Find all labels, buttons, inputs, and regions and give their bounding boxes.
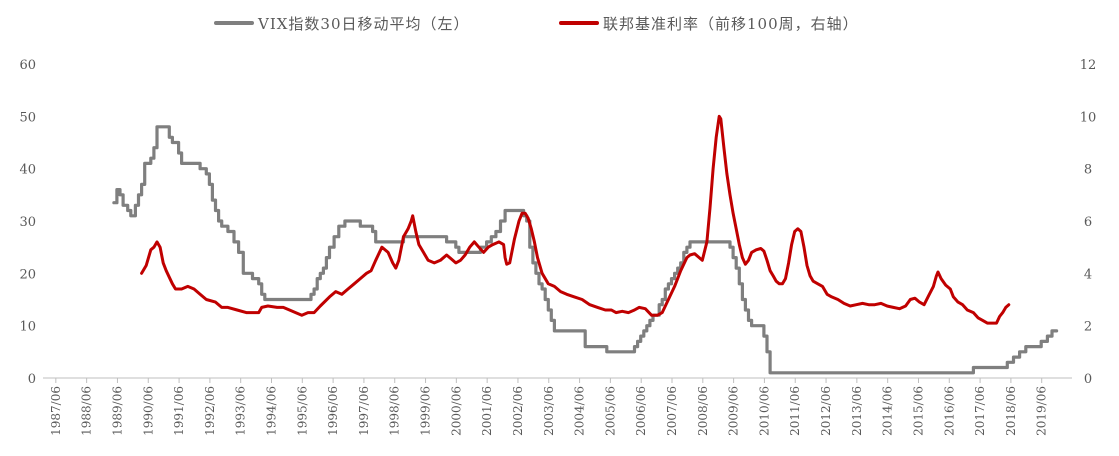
legend-swatch-vix: [214, 21, 254, 25]
x-tick-label: 2017/06: [973, 386, 987, 436]
x-tick-label: 1999/06: [419, 386, 433, 436]
y-right-tick-label: 4: [1084, 267, 1092, 282]
x-tick-label: 2000/06: [449, 386, 463, 436]
x-tick-label: 2003/06: [542, 386, 556, 436]
x-tick-label: 1990/06: [141, 386, 155, 436]
x-tick-label: 2019/06: [1035, 386, 1049, 436]
x-tick-label: 1988/06: [80, 386, 94, 436]
x-tick-label: 2010/06: [757, 386, 771, 436]
legend-item-vix: VIX指数30日移动平均（左）: [214, 10, 470, 36]
x-tick-label: 2005/06: [603, 386, 617, 436]
x-tick-label: 2008/06: [696, 386, 710, 436]
legend-item-fed-rate: 联邦基准利率（前移100周，右轴）: [559, 10, 859, 36]
legend-label-fed-rate: 联邦基准利率（前移100周，右轴）: [603, 14, 859, 33]
y-right-tick-label: 8: [1084, 163, 1092, 178]
x-tick-label: 2004/06: [573, 386, 587, 436]
x-tick-label: 1992/06: [203, 386, 217, 436]
x-tick-label: 2016/06: [942, 386, 956, 436]
y-right-tick-label: 12: [1080, 58, 1097, 73]
x-tick-label: 2015/06: [911, 386, 925, 436]
y-left-tick-label: 0: [28, 372, 36, 387]
x-tick-label: 2001/06: [480, 386, 494, 436]
x-tick-label: 2002/06: [511, 386, 525, 436]
x-tick-label: 1998/06: [388, 386, 402, 436]
y-left-tick-label: 60: [19, 58, 36, 73]
x-tick-label: 2007/06: [665, 386, 679, 436]
x-tick-label: 1991/06: [172, 386, 186, 436]
y-right-tick-label: 2: [1084, 320, 1092, 335]
tick-labels: 0 10 20 30 40 50 60 0 2 4 6 8 10 12 1987/06 1988/06 1989…: [19, 58, 1096, 436]
x-tick-label: 2012/06: [819, 386, 833, 436]
y-left-tick-label: 20: [19, 267, 36, 282]
y-left-tick-label: 50: [19, 110, 36, 125]
chart-axes: [43, 377, 1072, 383]
x-tick-label: 1997/06: [357, 386, 371, 436]
x-tick-label: 2006/06: [634, 386, 648, 436]
y-left-tick-label: 30: [19, 215, 36, 230]
legend-swatch-fed-rate: [559, 21, 599, 25]
series-line-vix: [112, 125, 1059, 375]
x-tick-label: 1993/06: [234, 386, 248, 436]
x-tick-label: 2018/06: [1004, 386, 1018, 436]
y-right-tick-label: 10: [1080, 110, 1097, 125]
x-tick-label: 2013/06: [850, 386, 864, 436]
y-left-tick-label: 40: [19, 163, 36, 178]
y-right-tick-label: 0: [1084, 372, 1092, 387]
x-tick-label: 1987/06: [49, 386, 63, 436]
series-line-fed-rate: [140, 114, 1011, 325]
y-left-tick-label: 10: [19, 320, 36, 335]
x-tick-label: 2014/06: [881, 386, 895, 436]
chart-legend: VIX指数30日移动平均（左） 联邦基准利率（前移100周，右轴）: [0, 10, 1119, 38]
x-tick-label: 1994/06: [264, 386, 278, 436]
x-tick-label: 1989/06: [110, 386, 124, 436]
y-right-tick-label: 6: [1084, 215, 1092, 230]
x-tick-label: 1996/06: [326, 386, 340, 436]
x-tick-label: 2011/06: [788, 386, 802, 436]
x-tick-label: 2009/06: [727, 386, 741, 436]
x-tick-label: 1995/06: [295, 386, 309, 436]
series-layer: [112, 114, 1059, 375]
legend-label-vix: VIX指数30日移动平均（左）: [258, 14, 470, 33]
